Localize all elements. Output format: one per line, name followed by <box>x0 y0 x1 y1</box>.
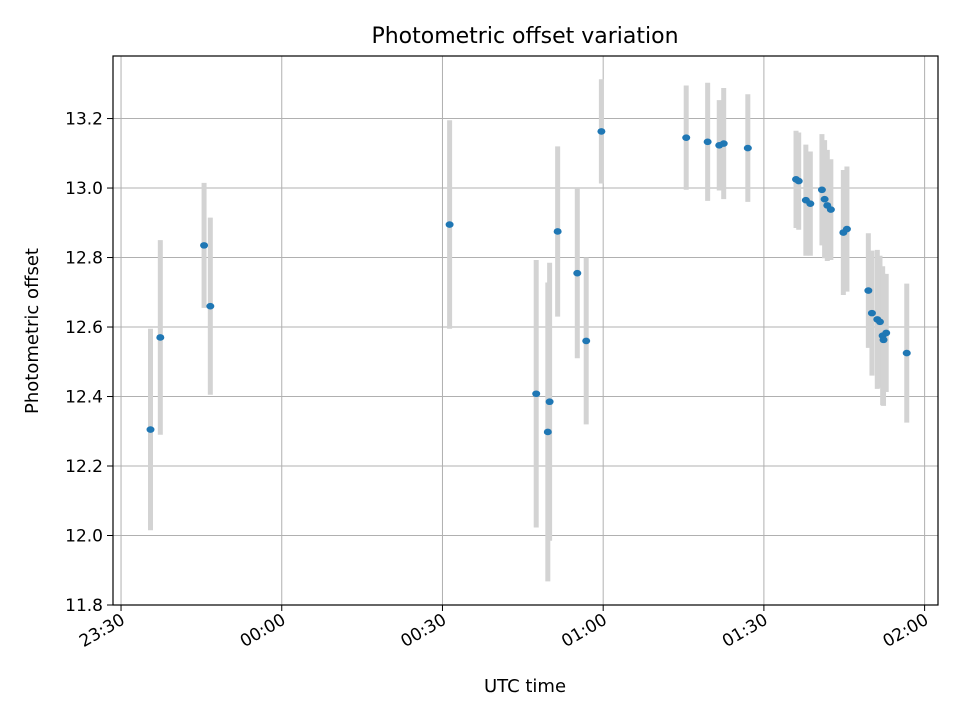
data-point <box>445 221 454 228</box>
y-tick-label: 13.2 <box>65 110 103 130</box>
x-tick-label: 23:30 <box>76 610 128 652</box>
data-point <box>794 177 803 185</box>
data-point <box>864 287 873 294</box>
data-point <box>545 398 554 406</box>
data-point <box>156 334 165 341</box>
x-tick-label: 00:00 <box>237 610 289 652</box>
y-axis-label: Photometric offset <box>22 248 43 414</box>
data-point <box>573 269 582 277</box>
x-tick-label: 01:00 <box>558 610 610 652</box>
data-point <box>820 195 829 203</box>
data-points <box>146 128 911 436</box>
data-point <box>842 225 851 233</box>
data-point <box>682 134 691 141</box>
data-point <box>867 309 876 317</box>
y-tick-label: 12.8 <box>65 249 103 269</box>
data-point <box>817 186 826 194</box>
data-point <box>200 242 209 249</box>
data-point <box>875 318 884 326</box>
data-point <box>582 337 591 345</box>
data-point <box>882 329 891 337</box>
data-point <box>703 138 712 146</box>
data-point <box>719 140 728 147</box>
x-tick-label: 00:30 <box>398 610 450 652</box>
chart-title: Photometric offset variation <box>371 24 678 49</box>
plot-frame <box>112 55 939 606</box>
grid <box>113 56 938 606</box>
data-point <box>902 349 911 357</box>
x-tick-label: 02:00 <box>880 610 932 652</box>
y-tick-label: 13.0 <box>65 179 103 199</box>
data-point <box>146 426 155 433</box>
y-tick-label: 12.6 <box>65 318 103 338</box>
data-point <box>806 200 815 207</box>
data-point <box>553 228 562 235</box>
y-axis: 11.8 12.0 12.2 12.4 12.6 12.8 13.0 13.2 <box>65 110 113 616</box>
error-bars <box>148 79 910 582</box>
data-point <box>532 390 541 398</box>
data-point <box>743 144 752 152</box>
x-axis-label: UTC time <box>484 676 566 697</box>
y-tick-label: 12.2 <box>65 457 103 477</box>
data-point <box>543 428 552 436</box>
y-tick-label: 12.0 <box>65 527 103 547</box>
data-point <box>206 302 215 310</box>
y-tick-label: 12.4 <box>65 388 103 408</box>
x-axis: 23:30 00:00 00:30 01:00 01:30 02:00 <box>76 605 932 652</box>
data-point <box>597 128 606 135</box>
data-point <box>879 336 888 344</box>
data-point <box>826 206 835 213</box>
y-tick-label: 11.8 <box>65 596 103 616</box>
x-tick-label: 01:30 <box>719 610 771 652</box>
